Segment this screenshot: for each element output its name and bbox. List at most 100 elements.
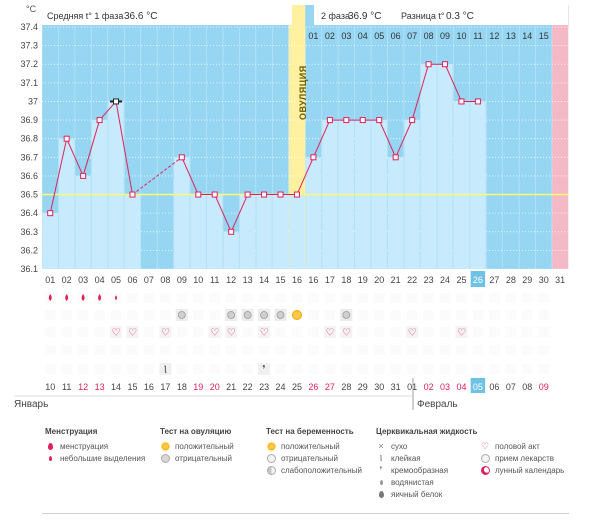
- calendar-date: 18: [177, 382, 187, 392]
- icon-cell: [159, 363, 172, 375]
- symptom-cell: [127, 293, 138, 303]
- symptom-cell: [439, 293, 451, 303]
- symptom-cell: [193, 345, 204, 355]
- symptom-cell: [94, 310, 105, 320]
- legend-intercourse: ♡ половой акт: [480, 441, 540, 451]
- calendar-date: 11: [62, 382, 71, 392]
- calendar-date: 27: [325, 382, 335, 392]
- temperature-bar: [75, 175, 91, 269]
- temperature-bar: [108, 101, 124, 269]
- temperature-segment: [444, 64, 462, 102]
- phase1-box: [42, 5, 292, 25]
- cycle-day-label: 08: [160, 275, 170, 285]
- symptom-cell: [505, 345, 517, 355]
- legend-ovulation-test-title: Тест на овуляцию: [160, 427, 232, 436]
- icon-cell: [340, 326, 353, 338]
- symptom-cell: [357, 364, 368, 374]
- top-day-label: 08: [424, 31, 434, 41]
- y-tick-label: 37.2: [20, 59, 38, 69]
- symptom-cell: [110, 310, 122, 320]
- calendar-date: 12: [78, 382, 88, 392]
- symptom-cell: [291, 364, 303, 374]
- heart-icon: ♡: [161, 328, 170, 339]
- symptom-cell: [143, 327, 155, 337]
- calendar-date: 26: [308, 382, 318, 392]
- temperature-bar: [453, 101, 470, 269]
- cycle-day-label: 21: [391, 275, 401, 285]
- temperature-segment: [49, 138, 68, 214]
- cycle-day-label: 09: [177, 275, 187, 285]
- heart-icon: ♡: [260, 328, 269, 339]
- top-day-label: 01: [308, 31, 318, 41]
- legend-ovulation-positive: положительный: [160, 440, 234, 452]
- legend-ovulation-test: Тест на овуляцию положительный отрицател…: [160, 427, 234, 464]
- symptom-cell: [45, 345, 56, 355]
- cycle-day-label: 01: [45, 275, 55, 285]
- sticky-icon: Ⲓ: [164, 364, 167, 376]
- y-tick-label: 36.2: [20, 245, 38, 255]
- icon-cell: [258, 363, 271, 375]
- legend-other: . ♡половой акт прием лекарств лунный кал…: [480, 427, 564, 476]
- temperature-point: [228, 228, 235, 235]
- drop-icon: [114, 295, 118, 301]
- symptom-cell: [308, 293, 319, 303]
- temperature-bar: [58, 138, 75, 269]
- legend-pregnancy-test: Тест на беременность положительный отриц…: [266, 427, 362, 476]
- phase2-box: [314, 5, 568, 25]
- cycle-day-label: 13: [243, 275, 253, 285]
- cycle-day-label: 11: [210, 275, 219, 285]
- symptom-cell: [390, 310, 401, 320]
- drop-icon: [81, 294, 85, 301]
- temperature-point: [392, 154, 399, 161]
- half-disc-icon: [266, 465, 276, 475]
- symptom-cell: [275, 364, 286, 374]
- top-day-label: 09: [440, 31, 450, 41]
- diff-label: Разница t°: [401, 11, 445, 21]
- symptom-cell: [489, 364, 500, 374]
- legend-medication: прием лекарств: [480, 452, 564, 464]
- legend-cervical-eggwhite: яичный белок: [376, 488, 477, 500]
- cycle-day-label: 02: [62, 275, 72, 285]
- symptom-cell: [374, 364, 385, 374]
- bottom-divider: [42, 513, 569, 514]
- legend-pregnancy-test-title: Тест на беременность: [266, 427, 354, 436]
- temperature-bar: [223, 231, 239, 269]
- temperature-chart: 36.1 36.2 36.3 36.4 36.5 36.6 36.7 36.8 36.9 37 37…: [14, 4, 569, 410]
- y-tick-label: 36.3: [20, 227, 38, 237]
- phase2-label: 2 фаза: [321, 11, 350, 21]
- symptom-cell: [505, 364, 517, 374]
- icon-cell: [406, 326, 419, 338]
- symptom-cell: [193, 310, 204, 320]
- temperature-point: [63, 135, 70, 142]
- symptom-cell: [423, 293, 434, 303]
- y-tick-label: 37: [28, 96, 38, 106]
- heart-icon: ♡: [128, 328, 137, 339]
- temperature-point: [458, 98, 465, 105]
- calendar-row: Январь Февраль 10 11 12 13 14 15 16 17 18 19 20 21 2…: [14, 378, 549, 410]
- symptom-cell: [176, 364, 188, 374]
- symptom-cell: [225, 345, 237, 355]
- symptom-cell: [77, 327, 89, 337]
- temperature-segment: [99, 101, 117, 121]
- symptom-cell: [390, 293, 401, 303]
- calendar-date: 03: [440, 382, 450, 392]
- temperature-point: [409, 117, 416, 124]
- cycle-day-label: 15: [276, 275, 286, 285]
- symptom-cell: [242, 327, 253, 337]
- symptom-cell: [160, 310, 171, 320]
- symptom-cell: [472, 310, 484, 320]
- symptom-cell: [258, 345, 270, 355]
- icon-cell: [323, 326, 336, 338]
- symptom-cell: [291, 345, 303, 355]
- temperature-bar: [387, 157, 404, 269]
- symptom-cell: [505, 327, 517, 337]
- calendar-date: 17: [160, 382, 170, 392]
- temperature-segment: [82, 119, 101, 177]
- symptom-cell: [110, 345, 122, 355]
- legend-cervical-fluid-title: Церквикальная жидкость: [376, 427, 478, 436]
- symptom-cell: [209, 310, 220, 320]
- y-tick-label: 36.9: [20, 115, 38, 125]
- icon-cell: [455, 326, 468, 338]
- symptom-cell: [77, 345, 89, 355]
